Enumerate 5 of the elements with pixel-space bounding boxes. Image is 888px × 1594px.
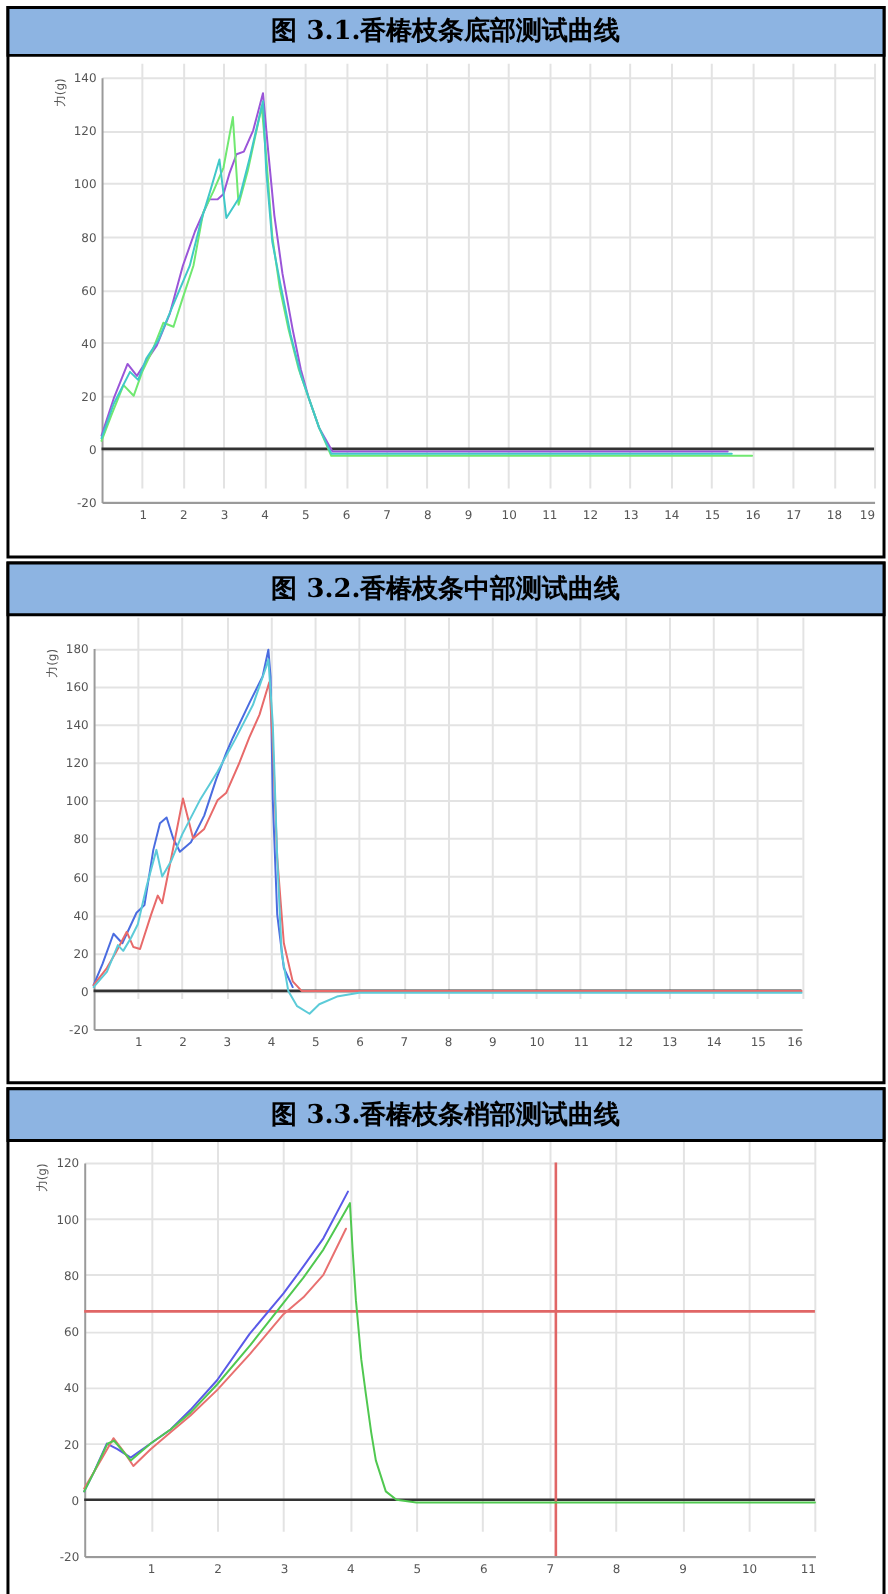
line-series bbox=[83, 1202, 816, 1504]
chart-title: 图 3.3.香椿枝条梢部测试曲线 bbox=[271, 1098, 621, 1131]
line-series bbox=[92, 648, 294, 989]
chart-title: 图 3.2.香椿枝条中部测试曲线 bbox=[271, 572, 621, 605]
chart-title: 图 3.1.香椿枝条底部测试曲线 bbox=[271, 15, 621, 48]
